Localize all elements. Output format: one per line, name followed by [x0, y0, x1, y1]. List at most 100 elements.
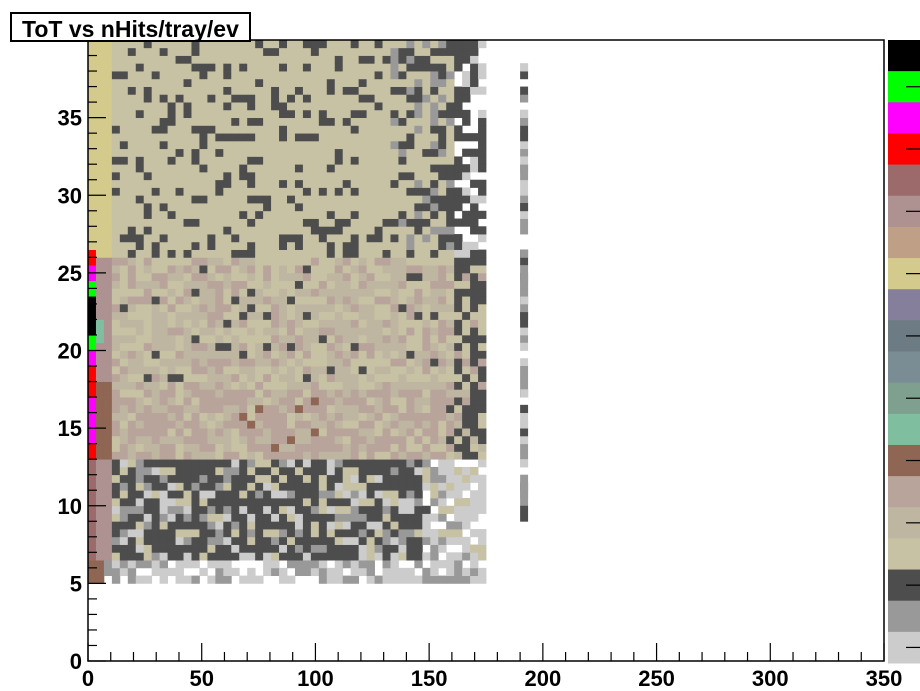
heatmap-cell	[215, 334, 224, 344]
heatmap-cell	[318, 482, 328, 491]
heatmap-cell	[422, 140, 431, 150]
heatmap-cell	[446, 63, 455, 72]
heatmap-cell	[279, 412, 288, 421]
heatmap-cell	[95, 249, 105, 258]
heatmap-cell	[342, 117, 352, 126]
heatmap-cell	[151, 40, 161, 49]
heatmap-cell	[520, 303, 529, 313]
heatmap-cell	[95, 451, 105, 460]
heatmap-cell	[310, 187, 320, 196]
heatmap-cell	[334, 397, 344, 406]
heatmap-cell	[151, 443, 161, 452]
heatmap-cell	[215, 257, 224, 266]
heatmap-cell	[167, 373, 176, 382]
heatmap-cell	[103, 366, 113, 375]
heatmap-cell	[366, 529, 375, 538]
heatmap-cell	[207, 381, 216, 390]
heatmap-cell	[382, 334, 391, 344]
heatmap-cell	[119, 311, 129, 320]
heatmap-cell	[175, 179, 184, 188]
heatmap-cell	[183, 86, 192, 95]
heatmap-cell	[398, 389, 407, 398]
heatmap-cell	[135, 296, 145, 305]
heatmap-cell	[302, 319, 312, 328]
heatmap-cell	[406, 451, 415, 460]
heatmap-cell	[446, 140, 455, 150]
heatmap-cell	[151, 171, 161, 181]
heatmap-cell	[151, 389, 161, 398]
heatmap-cell	[350, 226, 360, 235]
heatmap-cell	[302, 265, 312, 274]
heatmap-cell	[135, 389, 145, 398]
heatmap-cell	[374, 234, 383, 243]
heatmap-cell	[310, 366, 320, 375]
heatmap-cell	[127, 303, 137, 313]
heatmap-cell	[438, 319, 447, 328]
heatmap-cell	[255, 529, 264, 538]
heatmap-cell	[239, 490, 248, 499]
heatmap-cell	[271, 466, 280, 476]
heatmap-cell	[247, 412, 256, 421]
heatmap-cell	[326, 513, 336, 522]
heatmap-cell	[438, 195, 447, 204]
heatmap-cell	[223, 544, 232, 553]
heatmap-cell	[271, 342, 280, 351]
heatmap-cell	[159, 156, 168, 165]
heatmap-cell	[191, 117, 200, 126]
heatmap-cell	[255, 109, 264, 119]
heatmap-cell	[358, 466, 367, 476]
heatmap-cell	[446, 55, 455, 64]
heatmap-cell	[223, 505, 232, 514]
heatmap-cell	[287, 459, 296, 468]
heatmap-cell	[255, 366, 264, 375]
heatmap-cell	[414, 272, 423, 282]
heatmap-cell	[358, 373, 367, 382]
heatmap-cell	[191, 234, 200, 243]
heatmap-cell	[271, 241, 280, 250]
heatmap-cell	[374, 490, 383, 499]
heatmap-cell	[358, 490, 367, 499]
heatmap-cell	[167, 179, 176, 188]
heatmap-cell	[183, 40, 192, 49]
heatmap-cell	[342, 179, 352, 188]
heatmap-cell	[135, 226, 145, 235]
heatmap-cell	[127, 521, 137, 530]
heatmap-cell	[143, 358, 153, 367]
heatmap-cell	[151, 381, 161, 390]
heatmap-cell	[223, 404, 232, 413]
heatmap-cell	[135, 474, 145, 483]
heatmap-cell	[159, 55, 168, 64]
heatmap-cell	[159, 78, 168, 87]
heatmap-cell	[279, 513, 288, 522]
heatmap-cell	[263, 350, 272, 359]
heatmap-cell	[95, 459, 105, 468]
heatmap-cell	[143, 451, 153, 460]
heatmap-cell	[342, 265, 352, 274]
heatmap-cell	[271, 234, 280, 243]
heatmap-cell	[454, 389, 463, 398]
heatmap-cell	[191, 265, 200, 274]
heatmap-cell	[318, 350, 328, 359]
heatmap-cell	[215, 482, 224, 491]
heatmap-cell	[215, 78, 224, 87]
heatmap-cell	[294, 443, 304, 452]
heatmap-cell	[414, 218, 423, 227]
heatmap-cell	[462, 280, 471, 289]
heatmap-cell	[231, 210, 240, 219]
heatmap-cell	[374, 86, 383, 95]
heatmap-cell	[271, 366, 280, 375]
heatmap-cell	[175, 567, 184, 577]
heatmap-cell	[414, 241, 423, 250]
heatmap-cell	[366, 257, 375, 266]
heatmap-cell	[167, 257, 176, 266]
heatmap-cell	[103, 71, 113, 80]
heatmap-cell	[398, 482, 407, 491]
heatmap-cell	[183, 47, 192, 56]
heatmap-cell	[430, 257, 439, 266]
heatmap-cell	[279, 334, 288, 344]
heatmap-cell	[199, 117, 208, 126]
heatmap-cell	[111, 265, 121, 274]
heatmap-cell	[191, 156, 200, 165]
heatmap-cell	[103, 78, 113, 87]
heatmap-cell	[271, 109, 280, 119]
